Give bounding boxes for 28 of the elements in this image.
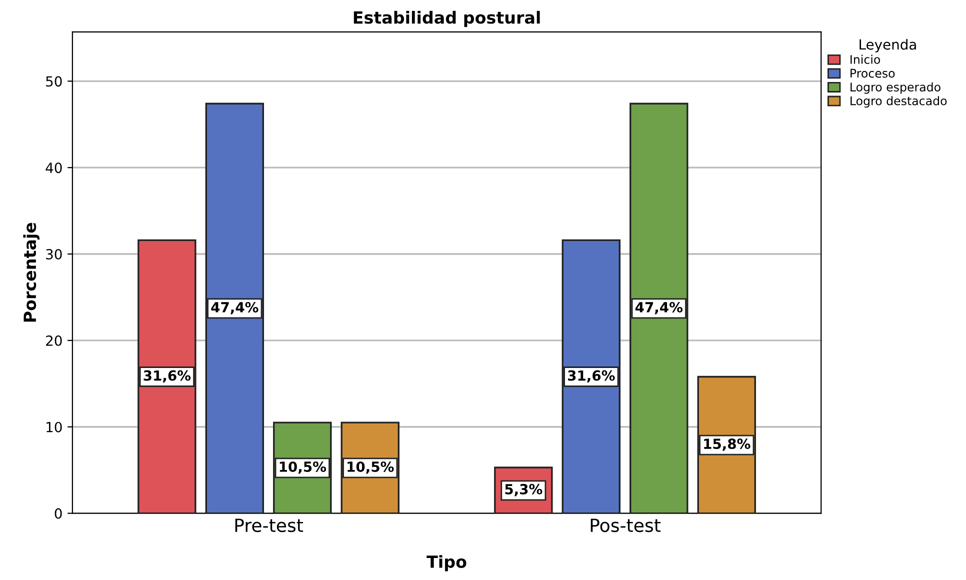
legend-label: Proceso <box>850 68 895 78</box>
data-label: 47,4% <box>635 302 683 314</box>
chart-title: Estabilidad postural <box>354 10 540 28</box>
legend-label: Logro destacado <box>850 96 947 108</box>
x-tick-label: Pos-test <box>590 518 661 532</box>
y-tick-label: 30 <box>46 248 62 260</box>
x-axis-title: Tipo <box>426 555 466 572</box>
data-label: 5,3% <box>505 484 542 496</box>
legend-label: Inicio <box>850 54 880 64</box>
data-label: 47,4% <box>211 302 258 314</box>
data-label: 31,6% <box>144 370 191 383</box>
y-tick-label: 40 <box>46 162 62 174</box>
bar <box>138 239 196 514</box>
y-tick-label: 0 <box>54 508 62 519</box>
data-label: 10,5% <box>280 461 326 474</box>
bar <box>562 239 621 514</box>
data-label: 10,5% <box>348 461 394 474</box>
data-label: 31,6% <box>568 370 615 383</box>
legend-label: Logro esperado <box>850 82 940 94</box>
bar <box>205 102 264 514</box>
y-tick-label: 10 <box>46 422 62 432</box>
data-label: 15,8% <box>704 438 750 451</box>
y-tick-label: 50 <box>46 76 62 87</box>
legend-title: Leyenda <box>860 38 916 52</box>
x-tick-label: Pre-test <box>235 518 304 532</box>
y-axis-title: Porcentaje <box>23 222 40 322</box>
y-tick-label: 20 <box>46 335 62 346</box>
bar <box>630 102 688 514</box>
